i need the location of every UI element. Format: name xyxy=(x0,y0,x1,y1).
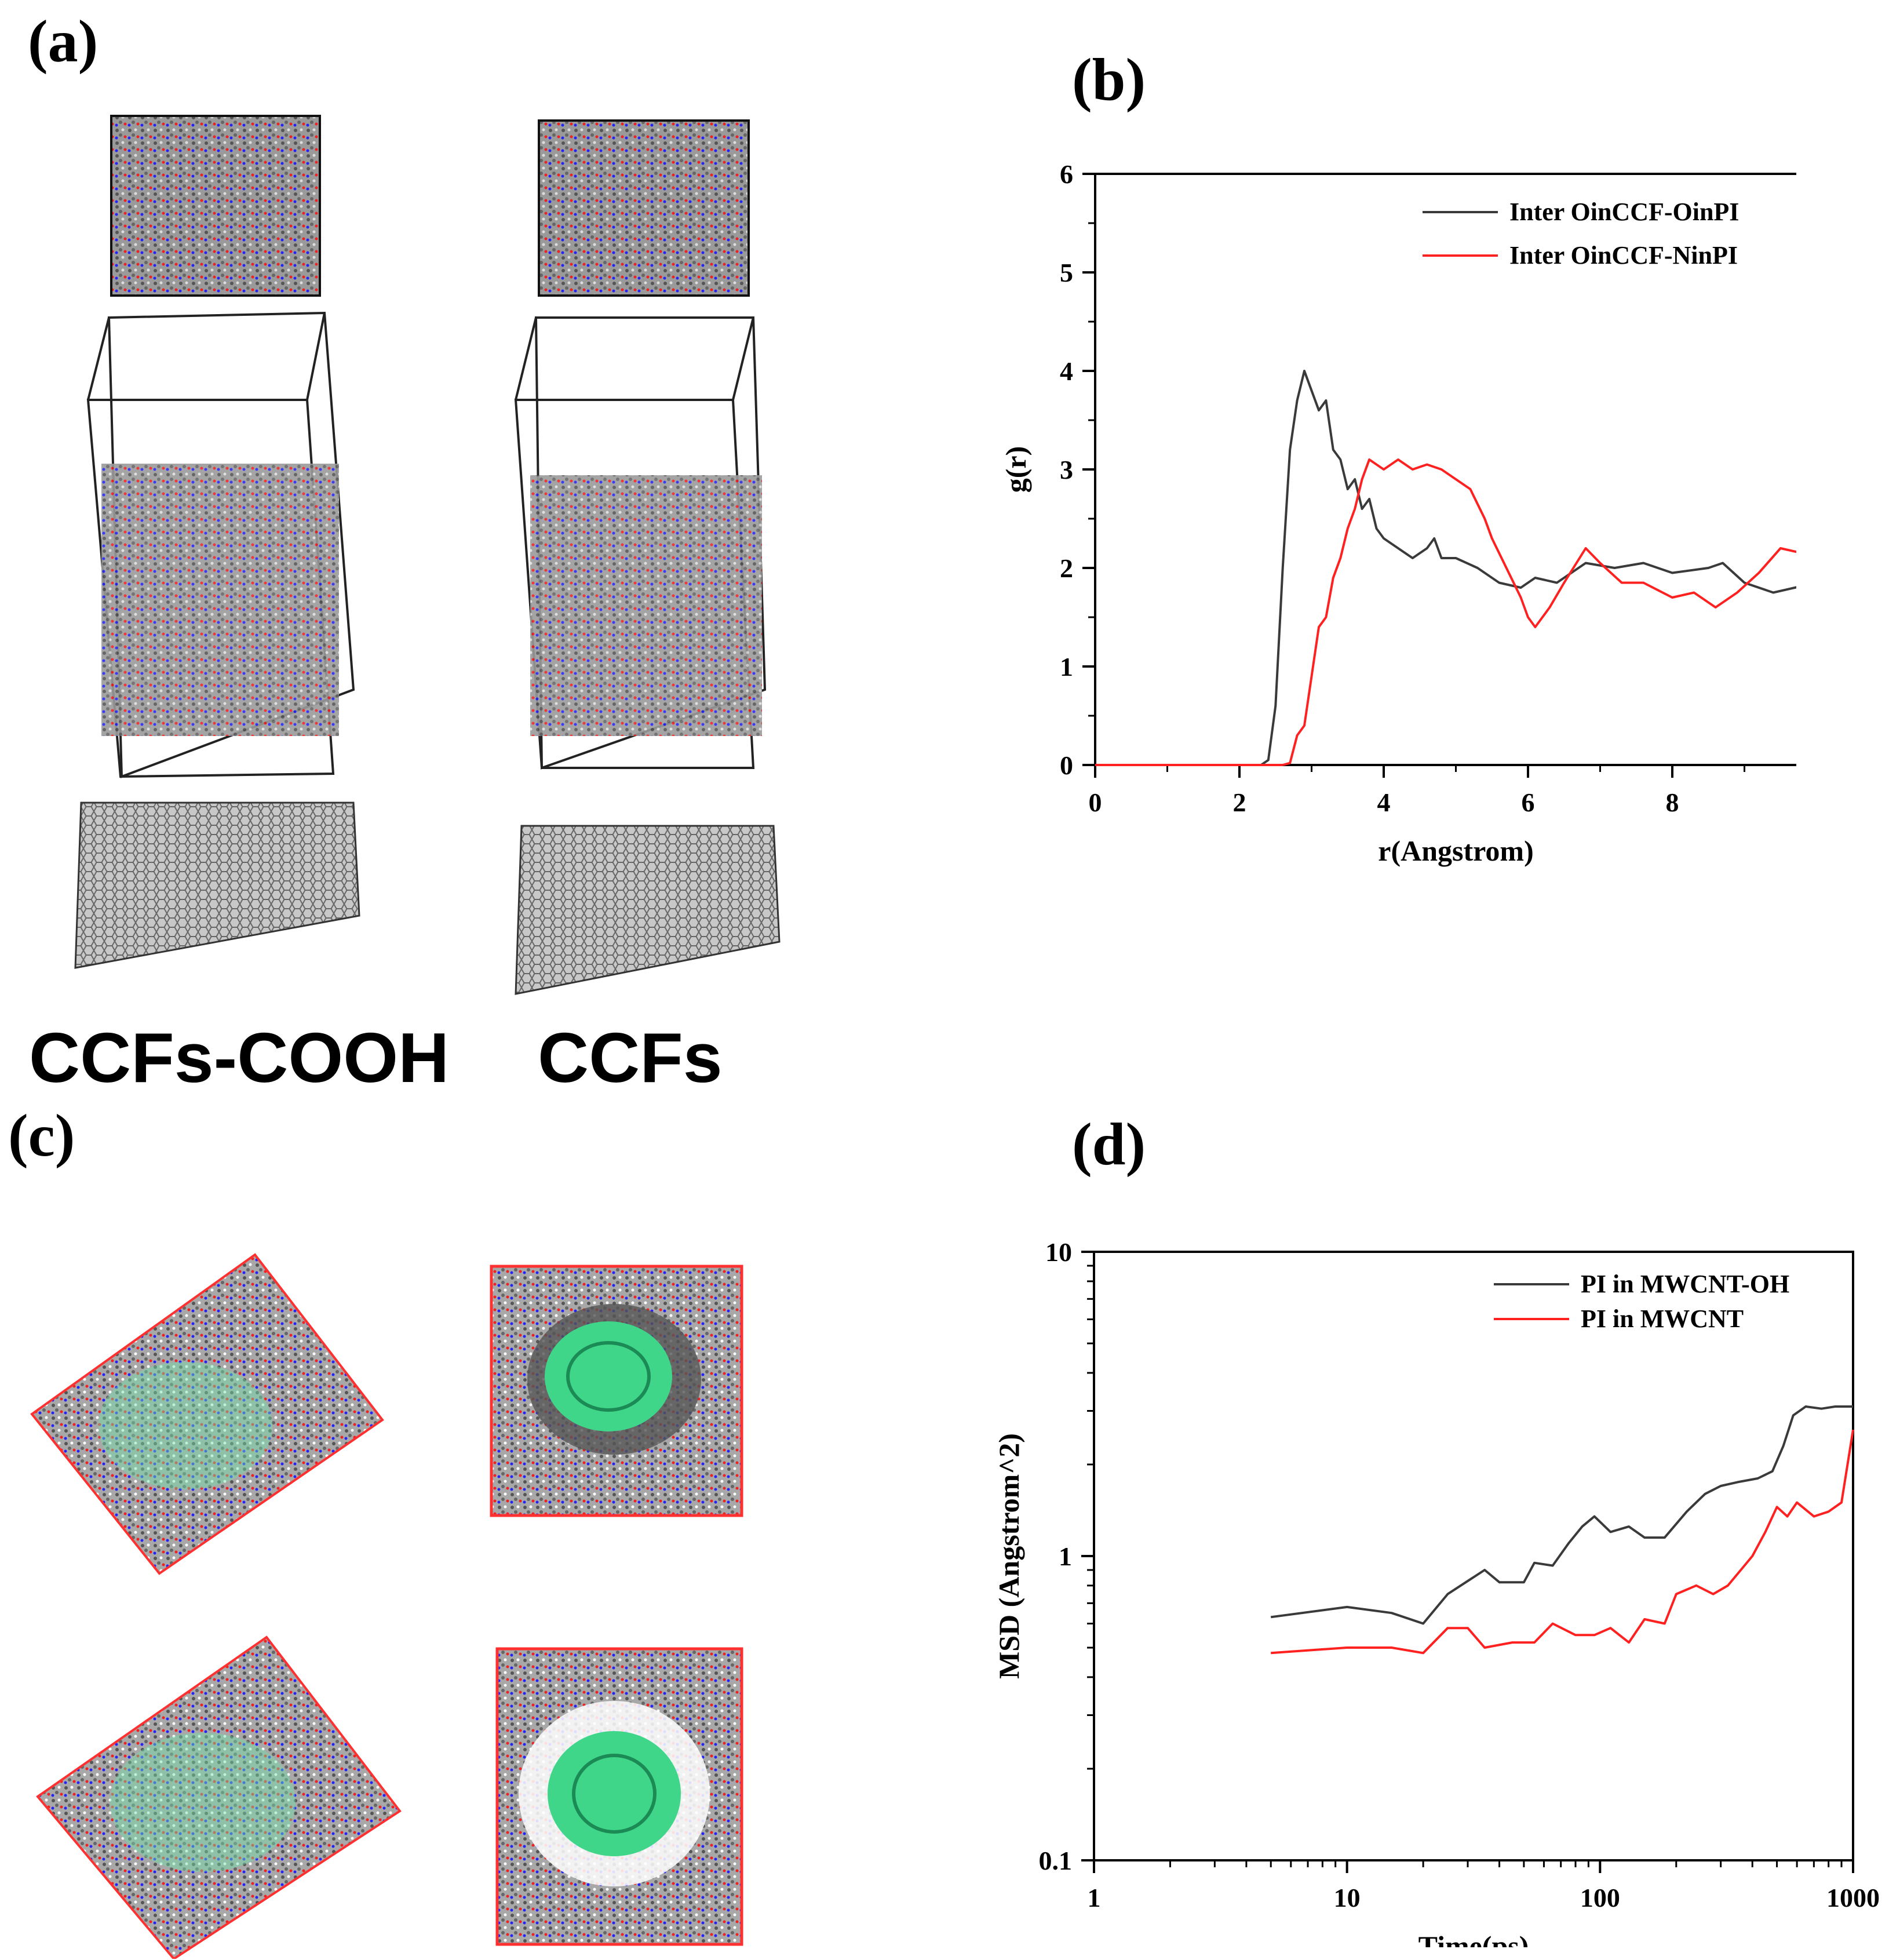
y-tick-label: 3 xyxy=(1060,455,1073,484)
y-tick-label: 0 xyxy=(1060,751,1073,780)
y-axis-label: MSD (Angstrom^2) xyxy=(993,1433,1025,1679)
x-tick-label: 8 xyxy=(1666,788,1679,817)
y-tick-label: 2 xyxy=(1060,553,1073,583)
y-tick-label: 5 xyxy=(1060,258,1073,287)
legend-label-2: Inter OinCCF-NinPI xyxy=(1509,241,1738,269)
x-tick-label: 1000 xyxy=(1826,1883,1880,1912)
y-tick-label: 0.1 xyxy=(1039,1846,1073,1875)
legend-label-1: PI in MWCNT-OH xyxy=(1581,1270,1789,1298)
rdf-chart: 02468100123456r(Angstrom)g(r)Inter OinCC… xyxy=(1000,159,1796,867)
x-tick-label: 2 xyxy=(1233,788,1246,817)
ccfs-substrate xyxy=(515,825,781,995)
mwcnt-oh-perspective-view xyxy=(30,1253,384,1575)
panel-label-a: (a) xyxy=(28,8,99,75)
ccfs-cooh-label: CCFs-COOH xyxy=(29,1018,450,1097)
mwcnt-perspective-view xyxy=(36,1635,402,1959)
plot-frame xyxy=(1093,1251,1854,1861)
series-line-2 xyxy=(1095,458,1796,766)
y-tick-label: 4 xyxy=(1060,356,1073,386)
legend-label-2: PI in MWCNT xyxy=(1581,1305,1744,1333)
x-tick-label: 10 xyxy=(1334,1883,1361,1912)
panel-label-c: (c) xyxy=(8,1102,75,1169)
ccfs-top-view xyxy=(538,119,750,297)
panel-label-b: (b) xyxy=(1072,46,1146,113)
ccfs-cooh-top-view xyxy=(110,115,321,297)
x-tick-label: 100 xyxy=(1580,1883,1620,1912)
series-line-1 xyxy=(1095,370,1796,766)
mwcnt-oh-axial-view xyxy=(490,1265,743,1517)
panel-label-d: (d) xyxy=(1072,1111,1146,1178)
y-tick-label: 1 xyxy=(1060,652,1073,682)
x-tick-label: 4 xyxy=(1377,788,1391,817)
msd-chart: 1 10 100 1000 0.1 1 10 Time(ps) MSD (Angstrom^2)… xyxy=(993,1237,1880,1947)
x-axis-label: Time(ps) xyxy=(1418,1930,1529,1947)
mwcnt-axial-view xyxy=(495,1647,743,1946)
y-tick-label: 1 xyxy=(1059,1542,1072,1571)
ccfs-cooh-substrate xyxy=(74,802,360,969)
y-tick-label: 6 xyxy=(1060,159,1073,189)
y-axis-label: g(r) xyxy=(1000,446,1032,493)
x-axis-label: r(Angstrom) xyxy=(1378,835,1533,867)
panel-a-structures: H C N O xyxy=(74,115,781,995)
x-tick-label: 1 xyxy=(1088,1883,1101,1912)
panel-c-structures xyxy=(30,1253,743,1959)
series-line-1 xyxy=(1270,1405,1853,1625)
x-tick-label: 0 xyxy=(1089,788,1102,817)
legend-label-1: Inter OinCCF-OinPI xyxy=(1509,198,1739,226)
ccfs-label: CCFs xyxy=(538,1018,723,1097)
series-line-2 xyxy=(1271,1429,1854,1655)
x-tick-label: 6 xyxy=(1522,788,1535,817)
y-tick-label: 10 xyxy=(1045,1237,1072,1267)
